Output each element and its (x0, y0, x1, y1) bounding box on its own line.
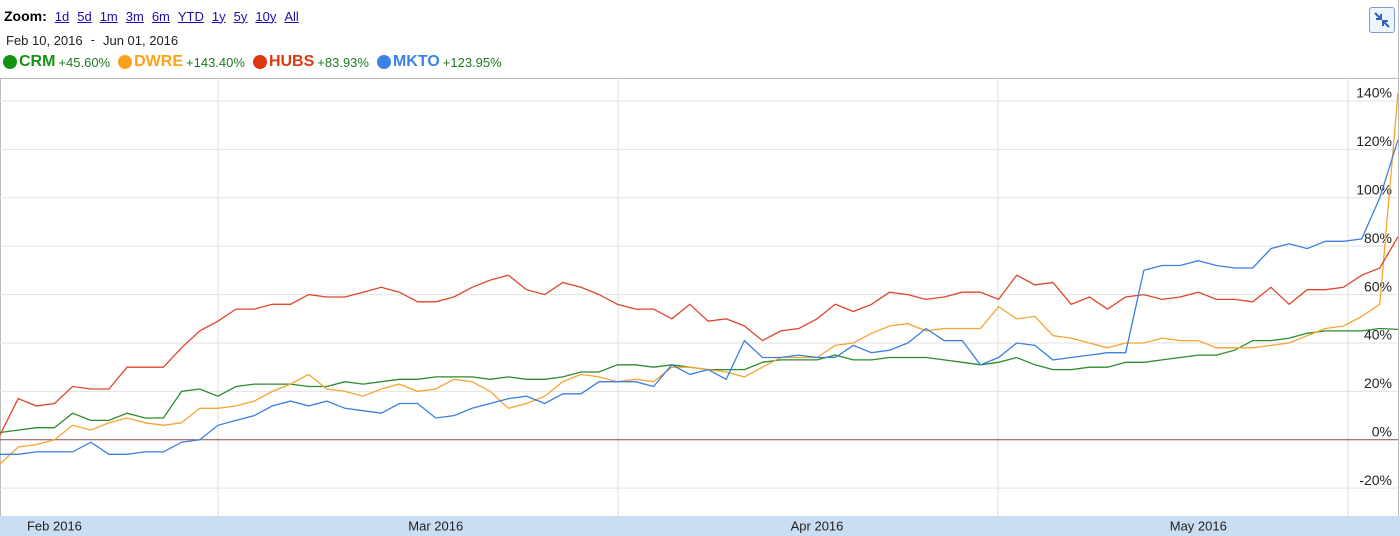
zoom-bar: Zoom: 1d 5d 1m 3m 6m YTD 1y 5y 10y All (4, 8, 299, 24)
legend-item: HUBS +83.93% (252, 53, 369, 71)
legend-item: DWRE +143.40% (118, 53, 245, 71)
legend-change: +143.40% (186, 54, 245, 70)
collapse-icon (1374, 12, 1390, 28)
legend-dot (252, 55, 267, 69)
zoom-option[interactable]: All (284, 8, 299, 24)
legend-dot (376, 55, 391, 69)
y-tick-label: 120% (1356, 133, 1392, 149)
date-range: Feb 10, 2016 - Jun 01, 2016 (4, 32, 180, 49)
y-tick-label: 40% (1364, 327, 1392, 343)
legend-item: CRM +45.60% (3, 53, 110, 71)
y-tick-label: 80% (1364, 230, 1392, 246)
zoom-option[interactable]: 1m (99, 8, 118, 24)
series-line (0, 236, 1399, 436)
zoom-option[interactable]: 1y (211, 8, 226, 24)
series-line (0, 92, 1399, 465)
zoom-option[interactable]: 5y (233, 8, 248, 24)
legend-item: MKTO +123.95% (376, 53, 502, 71)
x-tick-label: Apr 2016 (791, 518, 844, 533)
legend-name: DWRE (134, 53, 184, 70)
y-tick-label: -20% (1359, 472, 1392, 488)
start-date[interactable]: Feb 10, 2016 (6, 33, 83, 48)
zoom-label: Zoom: (4, 8, 47, 24)
x-tick-label: May 2016 (1170, 518, 1227, 533)
series-line (0, 139, 1399, 455)
y-tick-label: 0% (1372, 423, 1392, 439)
zoom-option[interactable]: YTD (177, 8, 204, 24)
legend-dot (3, 55, 17, 69)
y-tick-label: 60% (1364, 278, 1392, 294)
legend-dot (118, 55, 133, 69)
legend: CRM +45.60% DWRE +143.40% HUBS +83.93% MKTO +12… (3, 53, 510, 71)
legend-name: MKTO (392, 53, 440, 70)
y-tick-label: 140% (1356, 85, 1392, 101)
y-tick-label: 20% (1364, 375, 1392, 391)
y-tick-label: 100% (1356, 181, 1392, 197)
legend-change: +123.95% (442, 54, 502, 70)
zoom-option[interactable]: 3m (125, 8, 144, 24)
legend-change: +83.93% (317, 54, 369, 70)
legend-name: CRM (19, 53, 56, 70)
separator: - (90, 32, 95, 47)
end-date[interactable]: Jun 01, 2016 (102, 33, 179, 48)
zoom-option[interactable]: 1d (54, 8, 70, 24)
x-tick-label: Feb 2016 (27, 518, 82, 533)
series-line (0, 327, 1399, 434)
legend-change: +45.60% (58, 54, 111, 70)
zoom-option[interactable]: 10y (255, 8, 277, 24)
zoom-option[interactable]: 5d (77, 8, 92, 24)
x-axis-band (0, 516, 1400, 536)
collapse-button[interactable] (1369, 7, 1395, 33)
zoom-option[interactable]: 6m (151, 8, 170, 24)
x-tick-label: Mar 2016 (408, 518, 463, 533)
legend-name: HUBS (268, 53, 315, 70)
